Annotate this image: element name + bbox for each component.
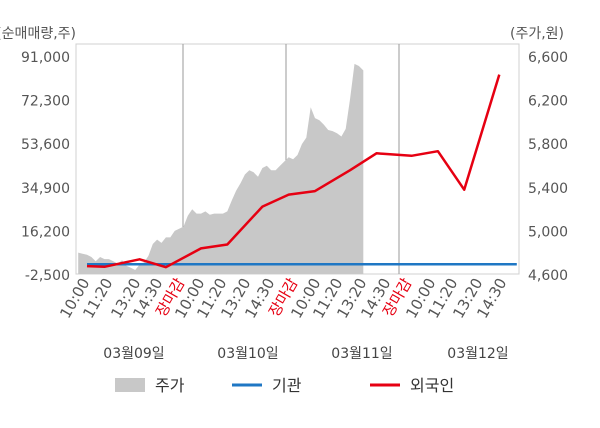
left-y-tick: 34,900 bbox=[21, 181, 70, 197]
right-y-tick: 4,600 bbox=[528, 268, 568, 284]
legend-swatch-price bbox=[115, 378, 145, 392]
day-label: 03월11일 bbox=[331, 346, 392, 362]
price-area-layer bbox=[78, 63, 364, 275]
legend-label: 주가 bbox=[155, 376, 185, 395]
left-axis-unit: (순매매량,주) bbox=[0, 26, 76, 42]
legend: 주가 기관 외국인 bbox=[115, 376, 454, 395]
right-y-tick: 6,600 bbox=[528, 50, 568, 66]
left-y-tick: 53,600 bbox=[21, 137, 70, 153]
legend-label: 외국인 bbox=[410, 376, 454, 395]
right-y-tick: 5,000 bbox=[528, 224, 568, 240]
day-label: 03월09일 bbox=[103, 346, 164, 362]
right-axis-unit: (주가,원) bbox=[510, 26, 564, 42]
right-y-tick: 5,400 bbox=[528, 181, 568, 197]
line-series-layer bbox=[86, 74, 517, 269]
left-y-tick: -2,500 bbox=[25, 268, 70, 284]
series-area-price bbox=[78, 63, 364, 275]
y-axis-ticks: 91,000 72,300 53,600 34,900 16,200 -2,500 6,60… bbox=[21, 50, 568, 284]
left-y-tick: 91,000 bbox=[21, 50, 70, 66]
legend-label: 기관 bbox=[272, 376, 302, 395]
series-line-foreigner bbox=[86, 74, 501, 269]
right-y-tick: 6,200 bbox=[528, 94, 568, 110]
right-y-tick: 5,800 bbox=[528, 137, 568, 153]
day-label: 03월10일 bbox=[217, 346, 278, 362]
x-axis-ticks: 10:0011:2013:2014:30장마감10:0011:2013:2014… bbox=[56, 275, 510, 362]
day-label: 03월12일 bbox=[447, 346, 508, 362]
left-y-tick: 72,300 bbox=[21, 94, 70, 110]
left-y-tick: 16,200 bbox=[21, 224, 70, 240]
